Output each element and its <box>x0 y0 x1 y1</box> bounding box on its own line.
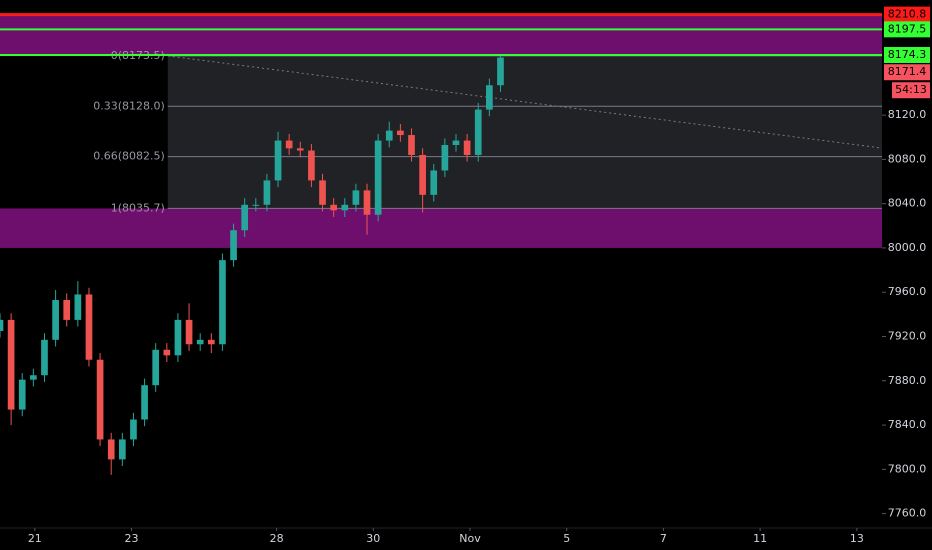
fib-label: 0.66(8082.5) <box>93 150 165 163</box>
price-line-label: 8174.3 <box>888 48 927 61</box>
trendline <box>167 55 882 149</box>
candle-body <box>419 154 426 195</box>
candle-body <box>18 379 26 410</box>
countdown-box <box>892 82 930 99</box>
fib-area <box>167 55 882 209</box>
candle-body <box>219 260 226 345</box>
candle-body <box>252 204 260 206</box>
candle-body <box>85 294 93 360</box>
price-line-box <box>884 6 930 23</box>
candle-body <box>74 294 82 320</box>
countdown: 54:13 <box>895 83 927 96</box>
price-line-box <box>884 21 930 38</box>
candle-body <box>330 204 337 211</box>
candle-body <box>285 140 293 149</box>
x-tick-label: 7 <box>660 532 667 545</box>
candle-body <box>486 85 493 110</box>
x-tick-label: 13 <box>850 532 864 545</box>
price-line-label: 8197.5 <box>888 22 927 35</box>
candle-body <box>185 319 193 345</box>
candle-body <box>296 148 304 151</box>
fib-label: 0.33(8128.0) <box>93 99 165 112</box>
y-tick-label: 7960.0 <box>888 285 927 298</box>
candle-body <box>230 230 237 261</box>
candle-body <box>30 375 37 380</box>
candle-body <box>96 359 104 440</box>
candle-body <box>474 109 482 155</box>
candle-body <box>119 439 126 460</box>
candle-body <box>352 190 360 205</box>
y-tick-label: 7800.0 <box>888 462 927 475</box>
candle-body <box>7 319 15 410</box>
candle-body <box>397 130 404 136</box>
y-tick-label: 7880.0 <box>888 374 927 387</box>
candle-body <box>163 349 171 356</box>
candle-body <box>452 140 460 146</box>
x-tick-label: 28 <box>270 532 284 545</box>
price-line-box <box>884 47 930 64</box>
price-line-label: 8210.8 <box>888 8 927 21</box>
candle-body <box>152 349 160 386</box>
candle-body <box>408 135 415 155</box>
candle-body <box>374 140 382 215</box>
candle-body <box>63 299 71 320</box>
y-tick-label: 8040.0 <box>888 197 927 210</box>
candle-body <box>241 204 249 231</box>
candle-body <box>207 339 215 345</box>
candle-body <box>174 319 182 356</box>
x-tick-label: 23 <box>125 532 139 545</box>
x-tick-label: 21 <box>28 532 42 545</box>
candle-body <box>497 57 504 86</box>
candle-body <box>308 150 315 181</box>
last-price-box <box>884 64 930 81</box>
time-axis <box>0 528 882 550</box>
candle-body <box>107 439 115 460</box>
x-tick-label: 30 <box>366 532 380 545</box>
zone <box>0 208 882 248</box>
candle-body <box>141 385 148 420</box>
x-tick-label: 11 <box>753 532 767 545</box>
candle-body <box>274 140 282 181</box>
x-tick-label: Nov <box>459 532 481 545</box>
y-tick-label: 7760.0 <box>888 507 927 520</box>
candle-body <box>385 130 393 141</box>
candle-body <box>130 419 137 440</box>
candle-body <box>441 145 449 171</box>
last-price-label: 8171.4 <box>888 65 927 78</box>
fib-label: 1(8035.7) <box>111 201 165 214</box>
candle-body <box>341 204 349 211</box>
candle-body <box>196 339 204 345</box>
y-tick-label: 8000.0 <box>888 241 927 254</box>
candle-body <box>430 170 438 195</box>
y-tick-label: 7840.0 <box>888 418 927 431</box>
candle-body <box>319 180 326 205</box>
candle-body <box>52 299 59 340</box>
x-tick-label: 5 <box>563 532 570 545</box>
candle-body <box>0 319 4 331</box>
y-tick-label: 8120.0 <box>888 108 927 121</box>
zone <box>0 14 882 56</box>
y-tick-label: 7920.0 <box>888 330 927 343</box>
candle-body <box>41 339 48 376</box>
candle-body <box>463 140 471 155</box>
candle-body <box>363 190 371 215</box>
candle-body <box>263 180 271 205</box>
y-tick-label: 8080.0 <box>888 152 927 165</box>
